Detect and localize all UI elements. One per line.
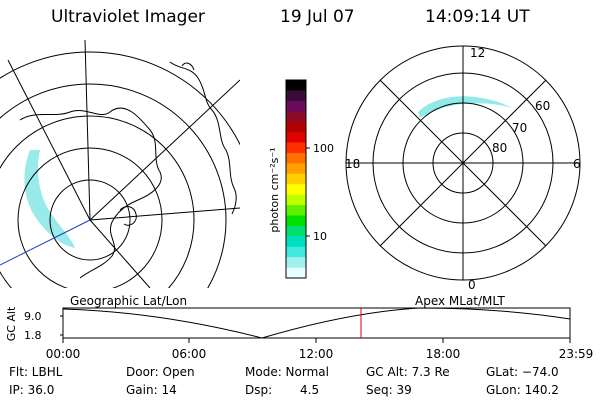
timeline-x-tick-label: 23:59: [559, 347, 594, 361]
timeline-panel: Geographic Lat/Lon Apex MLat/MLT 9.0 1.8…: [5, 294, 593, 361]
mode-info: Mode: Normal: [245, 365, 329, 379]
mlt-label-bottom: 0: [468, 278, 476, 292]
mlt-label-top: 12: [470, 46, 485, 60]
filter-info: Flt: LBHL: [9, 365, 63, 379]
dsp-label: Dsp:: [245, 383, 273, 397]
colorbar-tick-label: 10: [313, 230, 327, 243]
polar-auroral-emission: [418, 96, 512, 118]
polar-plot: 12 18 6 0 60 70 80: [345, 45, 581, 292]
lat-label: 70: [512, 121, 527, 135]
timeline-left-caption: Geographic Lat/Lon: [70, 294, 187, 308]
colorbar-tick-label: 100: [313, 142, 334, 155]
date-label: 19 Jul 07: [280, 7, 355, 27]
colorbar-band: [286, 152, 306, 164]
timeline-frame: [62, 307, 571, 339]
ip-info: IP: 36.0: [9, 383, 55, 397]
orbit-altitude-curve: [62, 307, 571, 339]
map-lat-circle: [0, 83, 227, 288]
seq-info: Seq: 39: [366, 383, 412, 397]
lat-label: 80: [492, 141, 507, 155]
gain-info: Gain: 14: [126, 383, 177, 397]
timeline-x-tick-label: 18:00: [426, 347, 461, 361]
colorbar: [286, 80, 306, 279]
colorbar-band: [286, 184, 306, 196]
page-title: Ultraviolet Imager: [51, 7, 205, 27]
colorbar-band: [286, 142, 306, 154]
glat-info: GLat: −74.0: [486, 365, 559, 379]
map-meridian: [89, 207, 240, 221]
colorbar-band: [286, 132, 306, 144]
timeline-y-tick-label: 1.8: [24, 329, 42, 342]
map-lat-circle: [0, 115, 195, 288]
colorbar-band: [286, 80, 306, 91]
colorbar-band: [286, 267, 306, 279]
colorbar-band: [286, 205, 306, 216]
colorbar-frame: [285, 79, 307, 279]
timeline-ylabel: GC Alt: [5, 306, 18, 341]
lat-label: 60: [535, 99, 550, 113]
time-label: 14:09:14 UT: [425, 7, 530, 27]
map-meridian: [84, 40, 91, 221]
gc-alt-info: GC Alt: 7.3 Re: [366, 365, 450, 379]
colorbar-band: [286, 194, 306, 206]
timeline-y-tick-label: 9.0: [24, 310, 42, 323]
timeline-x-tick-label: 12:00: [299, 347, 334, 361]
colorbar-band: [286, 257, 306, 269]
map-coastline: [169, 61, 237, 215]
colorbar-band: [286, 215, 306, 227]
colorbar-band: [286, 163, 306, 175]
colorbar-band: [286, 236, 306, 248]
map-meridian: [89, 79, 240, 221]
map-lat-circle: [0, 51, 240, 146]
colorbar-label: photon cm⁻²s⁻¹: [268, 147, 281, 232]
map-coastline: [119, 206, 137, 226]
timeline-right-caption: Apex MLat/MLT: [415, 294, 505, 308]
colorbar-band: [286, 121, 306, 133]
map-coastline: [181, 62, 195, 71]
map-meridian: [7, 59, 91, 221]
colorbar-band: [286, 225, 306, 237]
map-lat-circle: [17, 147, 163, 288]
colorbar-band: [286, 100, 306, 112]
map-meridian: [89, 219, 151, 288]
timeline-x-tick-label: 00:00: [46, 347, 81, 361]
timeline-x-tick-label: 06:00: [172, 347, 207, 361]
map-coastline: [19, 107, 162, 279]
colorbar-band: [286, 90, 306, 102]
colorbar-band: [286, 111, 306, 123]
geographic-map: [0, 40, 240, 288]
polar-meridian: [379, 79, 547, 247]
mlt-label-right: 6: [573, 157, 581, 171]
map-lat-circle: [49, 179, 131, 261]
glon-info: GLon: 140.2: [486, 383, 559, 397]
map-terminator-line: [0, 219, 91, 266]
dsp-value: 4.5: [300, 383, 320, 397]
colorbar-band: [286, 246, 306, 258]
mlt-label-left: 18: [345, 157, 360, 171]
door-info: Door: Open: [126, 365, 195, 379]
colorbar-band: [286, 173, 306, 185]
map-auroral-emission: [24, 150, 75, 248]
